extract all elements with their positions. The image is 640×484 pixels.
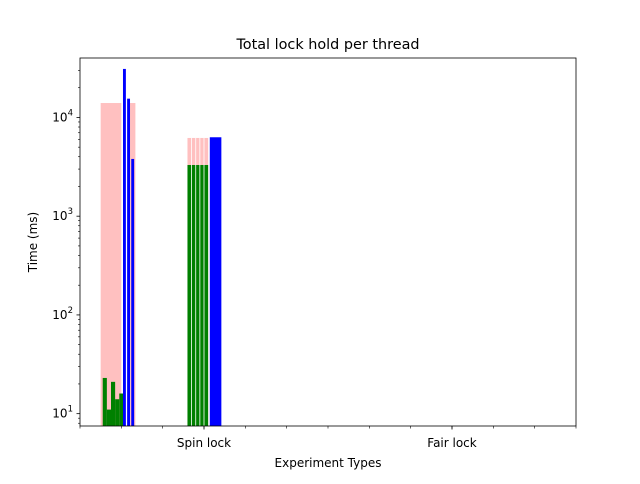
bar-blue-0 [122,68,126,427]
y-axis-label: Time (ms) [26,212,40,274]
x-tick-label-0: Spin lock [177,436,231,450]
axes: 101 102 103 104 Spin lock Fair lock [52,57,577,450]
bar-blue-1 [127,98,131,427]
x-axis-label: Experiment Types [275,456,382,470]
chart-title: Total lock hold per thread [235,37,419,53]
bar-green-3 [115,399,120,426]
bar-blue-3 [209,137,222,426]
bar-blue-2 [131,158,135,426]
y-tick-label-2: 103 [52,207,73,223]
x-tick-label-1: Fair lock [427,436,477,450]
y-tick-label-0: 101 [52,405,73,421]
bar-pink-0 [100,103,122,427]
plot-area [100,68,222,427]
bar-green-2 [111,381,116,426]
y-tick-label-3: 104 [52,108,73,124]
bar-green-5 [187,164,209,427]
y-tick-label-1: 102 [52,306,73,322]
bar-green-1 [106,409,111,426]
bar-green-4 [119,393,124,426]
bar-green-0 [102,377,107,426]
